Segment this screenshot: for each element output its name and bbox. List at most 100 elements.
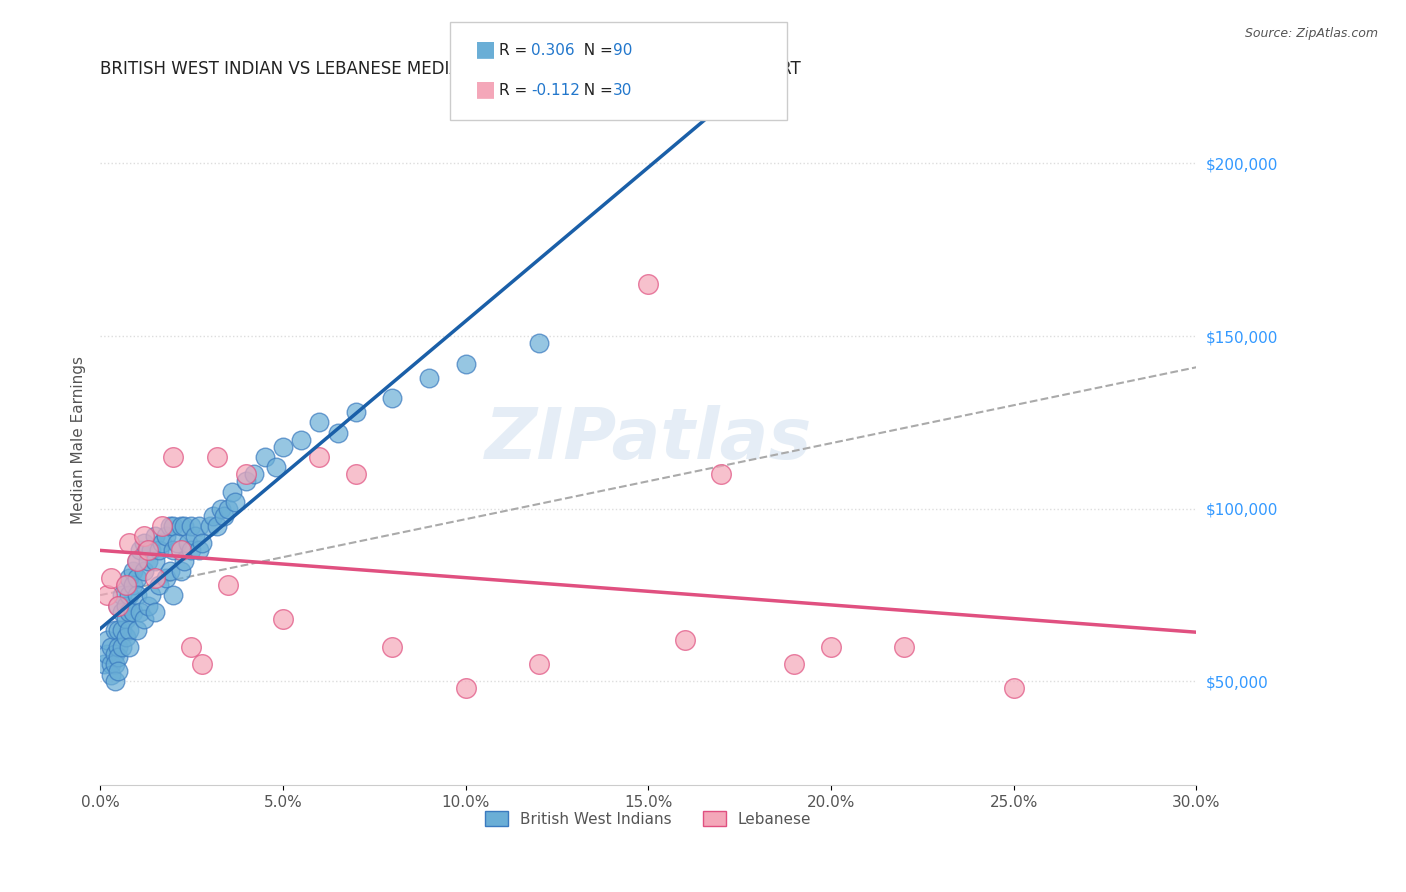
Legend: British West Indians, Lebanese: British West Indians, Lebanese	[479, 805, 817, 833]
Point	[122, 578, 145, 592]
Point	[166, 536, 188, 550]
Point	[202, 508, 225, 523]
Y-axis label: Median Male Earnings: Median Male Earnings	[72, 356, 86, 524]
Text: BRITISH WEST INDIAN VS LEBANESE MEDIAN MALE EARNINGS CORRELATION CHART: BRITISH WEST INDIAN VS LEBANESE MEDIAN M…	[100, 60, 801, 78]
Text: N =: N =	[574, 44, 617, 58]
Point	[418, 370, 440, 384]
Point	[326, 425, 349, 440]
Point	[136, 599, 159, 613]
Point	[111, 588, 134, 602]
Point	[125, 623, 148, 637]
Point	[125, 554, 148, 568]
Point	[308, 416, 330, 430]
Point	[783, 657, 806, 672]
Point	[162, 588, 184, 602]
Point	[290, 433, 312, 447]
Point	[96, 647, 118, 661]
Text: ■: ■	[475, 39, 496, 59]
Point	[143, 529, 166, 543]
Point	[180, 640, 202, 654]
Point	[122, 606, 145, 620]
Point	[143, 571, 166, 585]
Point	[107, 640, 129, 654]
Point	[454, 357, 477, 371]
Point	[96, 633, 118, 648]
Text: 30: 30	[613, 84, 633, 98]
Point	[221, 484, 243, 499]
Point	[118, 606, 141, 620]
Point	[111, 606, 134, 620]
Point	[169, 543, 191, 558]
Point	[118, 640, 141, 654]
Point	[100, 640, 122, 654]
Point	[673, 633, 696, 648]
Point	[180, 519, 202, 533]
Point	[107, 599, 129, 613]
Point	[107, 650, 129, 665]
Point	[118, 571, 141, 585]
Point	[242, 467, 264, 482]
Point	[184, 529, 207, 543]
Point	[264, 460, 287, 475]
Point	[114, 578, 136, 592]
Point	[198, 519, 221, 533]
Point	[253, 450, 276, 464]
Text: ■: ■	[475, 79, 496, 99]
Point	[710, 467, 733, 482]
Point	[820, 640, 842, 654]
Point	[104, 647, 127, 661]
Point	[308, 450, 330, 464]
Point	[141, 543, 163, 558]
Point	[118, 536, 141, 550]
Point	[100, 667, 122, 681]
Point	[132, 564, 155, 578]
Text: R =: R =	[499, 84, 533, 98]
Point	[162, 519, 184, 533]
Point	[187, 519, 209, 533]
Point	[205, 519, 228, 533]
Point	[129, 543, 152, 558]
Point	[217, 501, 239, 516]
Point	[114, 578, 136, 592]
Point	[122, 564, 145, 578]
Point	[159, 519, 181, 533]
Point	[527, 657, 550, 672]
Point	[527, 336, 550, 351]
Point	[173, 554, 195, 568]
Point	[111, 623, 134, 637]
Point	[104, 657, 127, 672]
Point	[169, 519, 191, 533]
Point	[155, 529, 177, 543]
Point	[148, 578, 170, 592]
Text: Source: ZipAtlas.com: Source: ZipAtlas.com	[1244, 27, 1378, 40]
Point	[381, 640, 404, 654]
Text: R =: R =	[499, 44, 533, 58]
Point	[111, 640, 134, 654]
Point	[150, 519, 173, 533]
Text: 90: 90	[613, 44, 633, 58]
Point	[187, 543, 209, 558]
Point	[132, 529, 155, 543]
Point	[180, 543, 202, 558]
Point	[162, 543, 184, 558]
Point	[141, 588, 163, 602]
Point	[107, 599, 129, 613]
Point	[96, 588, 118, 602]
Point	[93, 657, 115, 672]
Point	[217, 578, 239, 592]
Point	[173, 519, 195, 533]
Point	[191, 536, 214, 550]
Point	[148, 543, 170, 558]
Point	[143, 554, 166, 568]
Point	[125, 588, 148, 602]
Point	[100, 571, 122, 585]
Point	[191, 657, 214, 672]
Point	[1002, 681, 1025, 696]
Point	[162, 450, 184, 464]
Point	[381, 392, 404, 406]
Point	[114, 630, 136, 644]
Point	[118, 588, 141, 602]
Point	[637, 277, 659, 292]
Point	[136, 554, 159, 568]
Point	[125, 571, 148, 585]
